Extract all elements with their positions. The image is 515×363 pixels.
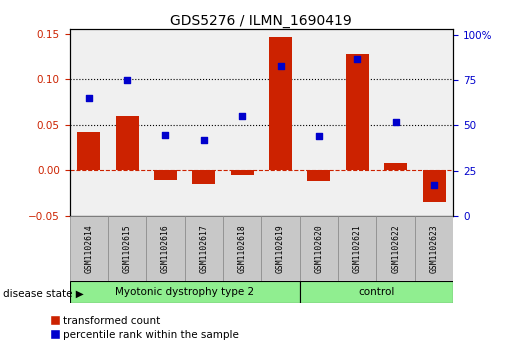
Text: GSM1102617: GSM1102617 xyxy=(199,224,208,273)
Text: GSM1102616: GSM1102616 xyxy=(161,224,170,273)
Point xyxy=(315,134,323,139)
Text: control: control xyxy=(358,287,394,297)
Bar xyxy=(376,216,415,281)
Text: GSM1102618: GSM1102618 xyxy=(238,224,247,273)
Bar xyxy=(269,37,292,170)
Text: GSM1102619: GSM1102619 xyxy=(276,224,285,273)
Bar xyxy=(307,170,331,182)
Text: GSM1102622: GSM1102622 xyxy=(391,224,400,273)
Title: GDS5276 / ILMN_1690419: GDS5276 / ILMN_1690419 xyxy=(170,14,352,28)
Bar xyxy=(338,216,376,281)
Point xyxy=(430,182,438,188)
Point xyxy=(238,114,246,119)
Bar xyxy=(300,216,338,281)
Bar xyxy=(192,170,215,184)
Legend: transformed count, percentile rank within the sample: transformed count, percentile rank withi… xyxy=(52,315,239,340)
Bar xyxy=(70,281,300,303)
Text: GSM1102614: GSM1102614 xyxy=(84,224,93,273)
Bar xyxy=(261,216,300,281)
Point xyxy=(391,119,400,125)
Bar xyxy=(108,216,146,281)
Point xyxy=(161,132,169,138)
Bar xyxy=(231,170,254,175)
Point xyxy=(84,95,93,101)
Point xyxy=(353,56,362,61)
Text: disease state ▶: disease state ▶ xyxy=(3,288,83,298)
Bar xyxy=(154,170,177,180)
Point xyxy=(277,63,285,69)
Bar xyxy=(422,170,445,202)
Bar xyxy=(223,216,261,281)
Text: GSM1102621: GSM1102621 xyxy=(353,224,362,273)
Bar xyxy=(146,216,184,281)
Bar xyxy=(115,116,139,170)
Point xyxy=(123,77,131,83)
Bar xyxy=(346,54,369,170)
Bar xyxy=(70,216,108,281)
Point xyxy=(200,137,208,143)
Bar xyxy=(384,163,407,170)
Text: GSM1102615: GSM1102615 xyxy=(123,224,131,273)
Text: GSM1102623: GSM1102623 xyxy=(430,224,438,273)
Bar xyxy=(300,281,453,303)
Text: Myotonic dystrophy type 2: Myotonic dystrophy type 2 xyxy=(115,287,254,297)
Bar xyxy=(184,216,223,281)
Text: GSM1102620: GSM1102620 xyxy=(315,224,323,273)
Bar xyxy=(77,132,100,170)
Bar xyxy=(415,216,453,281)
